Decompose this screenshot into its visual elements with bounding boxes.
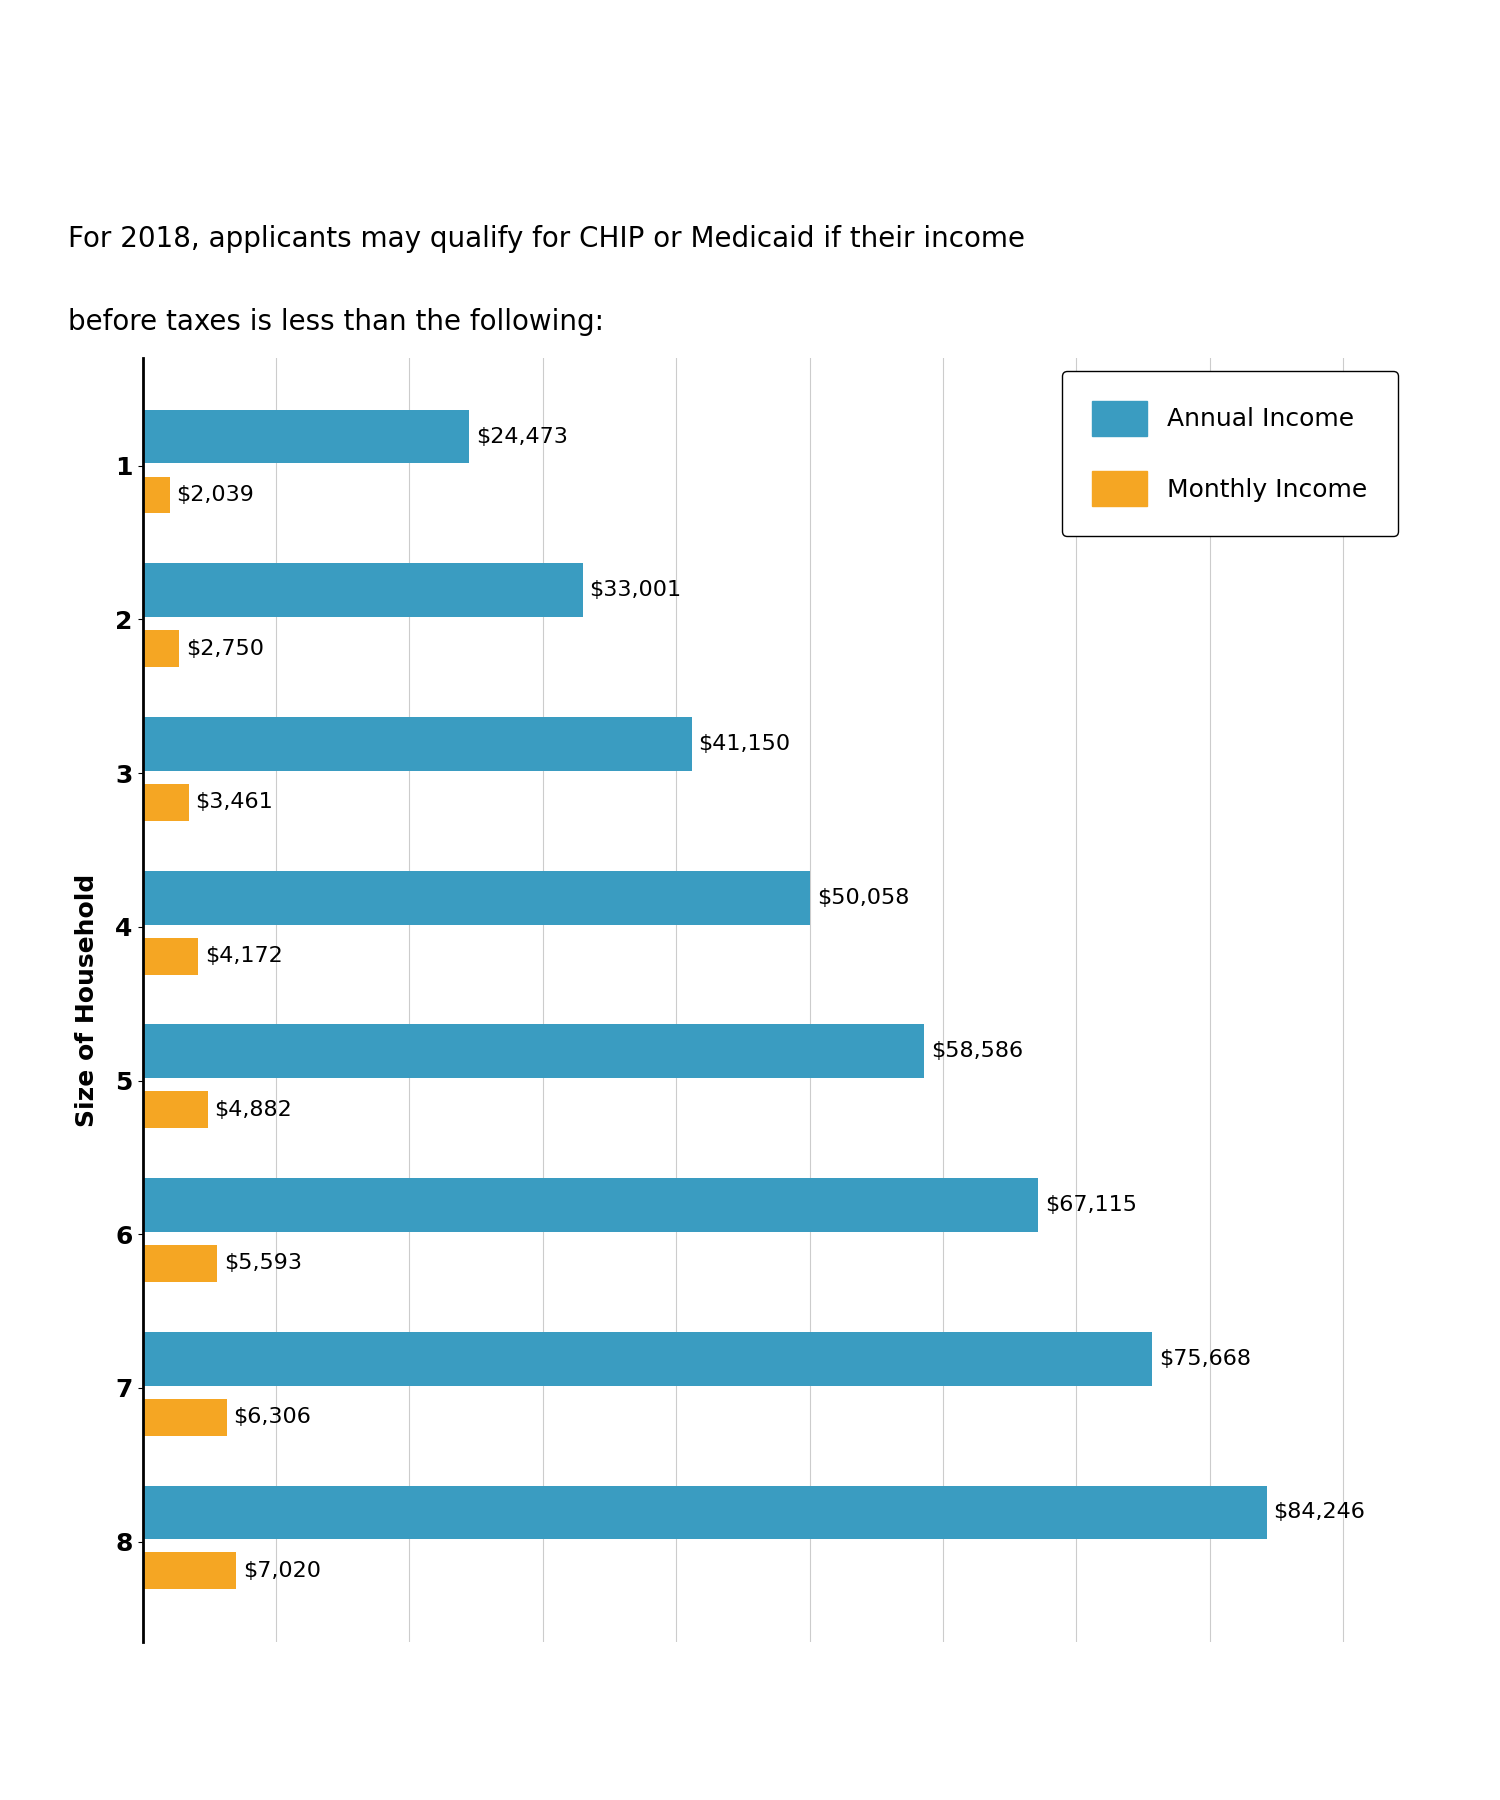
Text: $33,001: $33,001: [590, 580, 681, 599]
Bar: [142, 871, 810, 925]
Text: $50,058: $50,058: [818, 887, 909, 907]
Text: $2,750: $2,750: [186, 639, 264, 659]
Text: $84,246: $84,246: [1274, 1503, 1365, 1523]
Text: $4,882: $4,882: [214, 1100, 292, 1120]
Text: $6,306: $6,306: [234, 1408, 310, 1427]
Text: $24,473: $24,473: [476, 427, 567, 446]
Bar: [142, 1024, 924, 1078]
Text: Powered by MEDICARE Health Benefits: Powered by MEDICARE Health Benefits: [490, 1753, 1010, 1777]
Bar: [142, 1246, 218, 1282]
Text: $75,668: $75,668: [1158, 1348, 1251, 1368]
Bar: [142, 1179, 1038, 1231]
Text: Texas Medicaid Income Guidelines: Texas Medicaid Income Guidelines: [54, 61, 1446, 131]
Bar: [142, 1399, 226, 1436]
Bar: [142, 1091, 207, 1129]
Text: before taxes is less than the following:: before taxes is less than the following:: [68, 308, 603, 337]
Bar: [142, 716, 692, 770]
Bar: [142, 938, 198, 974]
Text: $41,150: $41,150: [698, 734, 790, 754]
Bar: [142, 785, 189, 821]
Text: $67,115: $67,115: [1044, 1195, 1137, 1215]
Text: MedicarePlanFinder.cOm: MedicarePlanFinder.cOm: [420, 1678, 1080, 1723]
Y-axis label: Size of Household: Size of Household: [75, 873, 99, 1127]
Bar: [142, 477, 170, 513]
Text: $2,039: $2,039: [177, 484, 255, 506]
Bar: [142, 1552, 236, 1589]
Bar: [142, 410, 470, 463]
Text: $4,172: $4,172: [206, 947, 282, 967]
Legend: Annual Income, Monthly Income: Annual Income, Monthly Income: [1062, 371, 1398, 536]
Text: $58,586: $58,586: [932, 1042, 1023, 1062]
Text: For 2018, applicants may qualify for CHIP or Medicaid if their income: For 2018, applicants may qualify for CHI…: [68, 225, 1024, 254]
Bar: [142, 563, 584, 617]
Text: $5,593: $5,593: [224, 1253, 302, 1273]
Text: $7,020: $7,020: [243, 1561, 321, 1580]
Bar: [142, 630, 178, 668]
Text: $3,461: $3,461: [195, 792, 273, 812]
Bar: [142, 1332, 1152, 1386]
Bar: [142, 1485, 1266, 1539]
